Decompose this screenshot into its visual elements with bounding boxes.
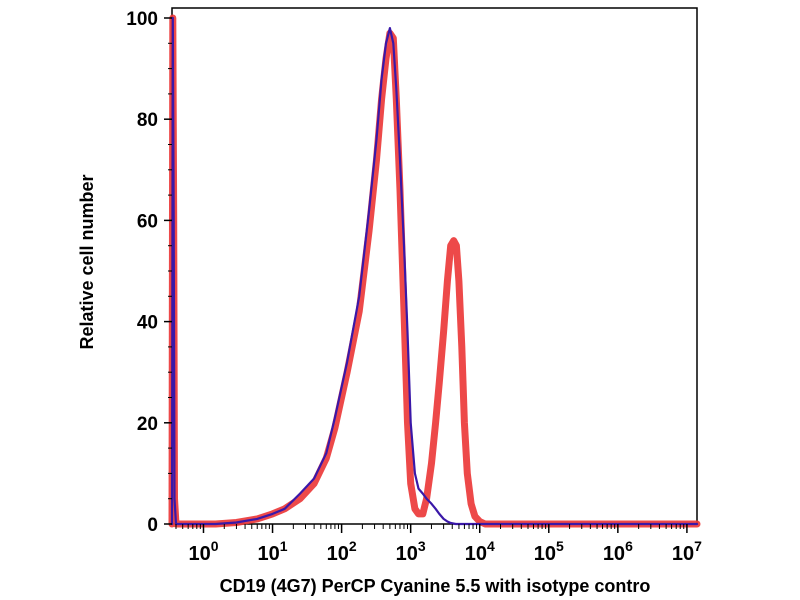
y-axis-title: Relative cell number xyxy=(77,174,97,349)
x-tick-label: 100 xyxy=(188,538,218,565)
y-tick-label: 0 xyxy=(147,515,158,536)
series-layer xyxy=(168,14,701,528)
x-tick-label: 101 xyxy=(258,538,288,565)
x-tick-label: 104 xyxy=(465,538,495,565)
x-axis-title: CD19 (4G7) PerCP Cyanine 5.5 with isotyp… xyxy=(220,576,651,596)
y-tick-label: 80 xyxy=(137,110,158,131)
x-tick-label: 102 xyxy=(327,538,357,565)
y-tick-label: 20 xyxy=(137,414,158,435)
y-tick-label: 60 xyxy=(137,211,158,232)
x-tick-label: 107 xyxy=(672,538,702,565)
axes-layer: 0 20 40 60 80 100 100 101 102 103 104 105 106 107 xyxy=(126,9,702,565)
x-tick-label: 103 xyxy=(396,538,426,565)
series-line-1 xyxy=(168,14,701,528)
series-line-2 xyxy=(170,16,699,526)
y-tick-label: 100 xyxy=(126,9,158,30)
y-tick-label: 40 xyxy=(137,313,158,334)
x-tick-label: 106 xyxy=(603,538,633,565)
x-tick-label: 105 xyxy=(534,538,564,565)
